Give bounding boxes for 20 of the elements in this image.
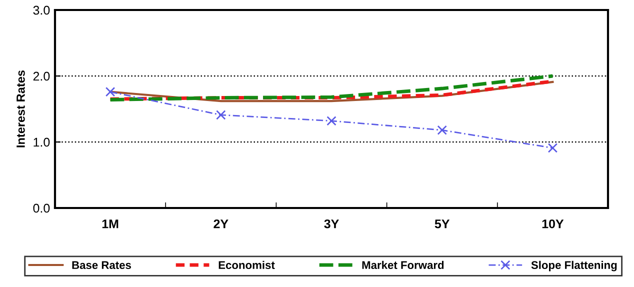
point	[548, 143, 558, 153]
point	[105, 86, 116, 97]
line-series	[108, 74, 554, 102]
y-tick-label: 2.0	[33, 72, 50, 81]
point	[326, 116, 336, 126]
y-tick-label: 0.0	[33, 204, 50, 213]
point	[437, 125, 447, 135]
legend-label: Base Rates	[72, 261, 131, 270]
y-tick-label: 3.0	[33, 6, 50, 15]
legend-label: Economist	[218, 260, 275, 270]
x-tick-label: 2Y	[214, 219, 228, 228]
x-tick-label: 10Y	[542, 219, 564, 228]
x-tick-label: 5Y	[434, 220, 450, 228]
y-axis-title: Interest Rates	[16, 70, 25, 148]
point	[216, 110, 226, 120]
x-tick-label: 1M	[102, 220, 118, 228]
legend-label: Market Forward	[362, 260, 444, 270]
legend-label: Slope Flattening	[531, 260, 617, 272]
y-tick-label: 1.0	[34, 138, 50, 147]
x-tick-label: 3Y	[324, 219, 339, 228]
